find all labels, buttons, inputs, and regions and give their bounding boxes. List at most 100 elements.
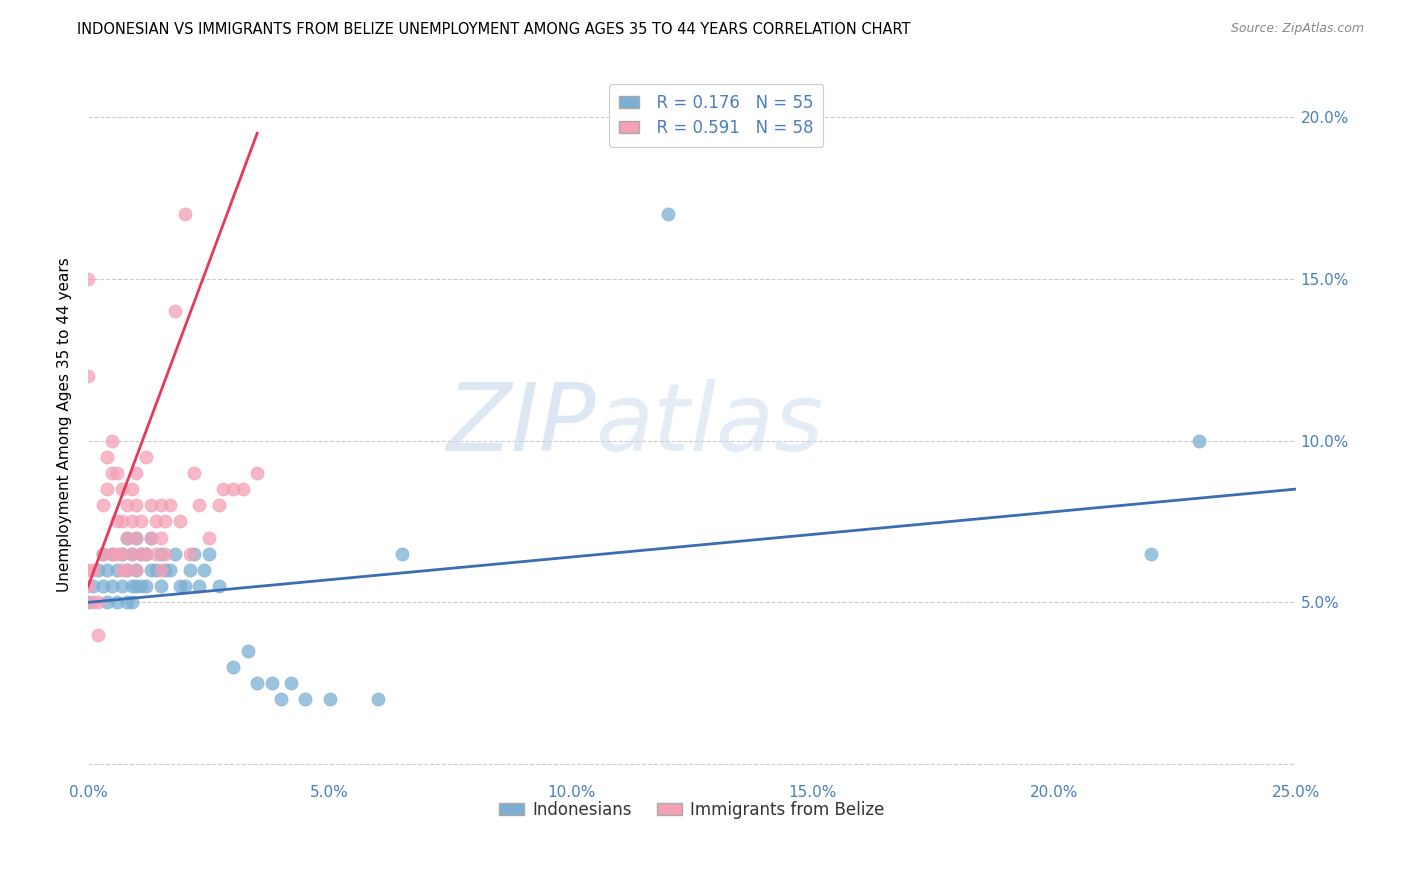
Point — [318, 692, 340, 706]
Point — [193, 563, 215, 577]
Point — [91, 547, 114, 561]
Point — [149, 547, 172, 561]
Point — [207, 579, 229, 593]
Point — [169, 579, 191, 593]
Point — [111, 547, 134, 561]
Point — [159, 498, 181, 512]
Point — [149, 579, 172, 593]
Point — [183, 547, 205, 561]
Point — [87, 628, 110, 642]
Point — [101, 466, 124, 480]
Point — [115, 531, 138, 545]
Point — [121, 547, 143, 561]
Point — [207, 498, 229, 512]
Point — [129, 515, 152, 529]
Point — [179, 547, 201, 561]
Point — [77, 595, 100, 609]
Point — [91, 498, 114, 512]
Point — [198, 547, 221, 561]
Point — [121, 595, 143, 609]
Point — [270, 692, 292, 706]
Legend: Indonesians, Immigrants from Belize: Indonesians, Immigrants from Belize — [492, 794, 891, 825]
Point — [145, 515, 167, 529]
Point — [135, 547, 157, 561]
Point — [101, 547, 124, 561]
Point — [82, 595, 104, 609]
Point — [135, 579, 157, 593]
Point — [77, 272, 100, 286]
Point — [149, 531, 172, 545]
Point — [101, 547, 124, 561]
Point — [135, 547, 157, 561]
Point — [82, 579, 104, 593]
Point — [139, 563, 162, 577]
Point — [188, 579, 211, 593]
Point — [111, 547, 134, 561]
Point — [101, 579, 124, 593]
Point — [1139, 547, 1161, 561]
Point — [115, 531, 138, 545]
Point — [105, 563, 128, 577]
Point — [1188, 434, 1211, 448]
Point — [105, 515, 128, 529]
Point — [173, 207, 195, 221]
Point — [77, 579, 100, 593]
Text: Source: ZipAtlas.com: Source: ZipAtlas.com — [1230, 22, 1364, 36]
Point — [87, 563, 110, 577]
Point — [129, 547, 152, 561]
Point — [129, 579, 152, 593]
Point — [96, 595, 118, 609]
Point — [96, 450, 118, 464]
Point — [183, 466, 205, 480]
Point — [165, 304, 187, 318]
Point — [139, 531, 162, 545]
Point — [294, 692, 316, 706]
Point — [101, 434, 124, 448]
Point — [155, 515, 177, 529]
Point — [280, 676, 302, 690]
Point — [125, 531, 148, 545]
Point — [173, 579, 195, 593]
Point — [246, 466, 269, 480]
Point — [121, 579, 143, 593]
Point — [115, 563, 138, 577]
Point — [121, 482, 143, 496]
Y-axis label: Unemployment Among Ages 35 to 44 years: Unemployment Among Ages 35 to 44 years — [58, 257, 72, 591]
Point — [179, 563, 201, 577]
Point — [105, 595, 128, 609]
Point — [111, 579, 134, 593]
Point — [169, 515, 191, 529]
Point — [222, 482, 245, 496]
Point — [87, 595, 110, 609]
Point — [111, 515, 134, 529]
Point — [125, 563, 148, 577]
Point — [77, 563, 100, 577]
Point — [159, 563, 181, 577]
Point — [155, 547, 177, 561]
Point — [198, 531, 221, 545]
Point — [222, 660, 245, 674]
Point — [149, 498, 172, 512]
Point — [155, 563, 177, 577]
Point — [77, 368, 100, 383]
Point — [115, 563, 138, 577]
Point — [125, 563, 148, 577]
Point — [105, 466, 128, 480]
Point — [96, 482, 118, 496]
Point — [111, 482, 134, 496]
Point — [125, 466, 148, 480]
Text: INDONESIAN VS IMMIGRANTS FROM BELIZE UNEMPLOYMENT AMONG AGES 35 TO 44 YEARS CORR: INDONESIAN VS IMMIGRANTS FROM BELIZE UNE… — [77, 22, 911, 37]
Point — [149, 563, 172, 577]
Point — [188, 498, 211, 512]
Point — [129, 547, 152, 561]
Text: atlas: atlas — [595, 379, 824, 470]
Point — [82, 563, 104, 577]
Point — [246, 676, 269, 690]
Point — [236, 644, 259, 658]
Point — [125, 531, 148, 545]
Point — [91, 547, 114, 561]
Point — [657, 207, 679, 221]
Point — [115, 498, 138, 512]
Point — [111, 563, 134, 577]
Point — [139, 498, 162, 512]
